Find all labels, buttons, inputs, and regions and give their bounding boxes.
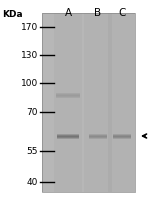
Bar bbox=[42, 14, 135, 192]
Text: 55: 55 bbox=[27, 147, 38, 156]
Text: 70: 70 bbox=[27, 108, 38, 117]
Text: 170: 170 bbox=[21, 23, 38, 32]
Text: B: B bbox=[94, 8, 102, 18]
Text: 100: 100 bbox=[21, 79, 38, 88]
Text: 130: 130 bbox=[21, 51, 38, 60]
Text: C: C bbox=[118, 8, 126, 18]
Text: A: A bbox=[64, 8, 72, 18]
Text: 40: 40 bbox=[27, 178, 38, 187]
Text: KDa: KDa bbox=[2, 10, 23, 19]
